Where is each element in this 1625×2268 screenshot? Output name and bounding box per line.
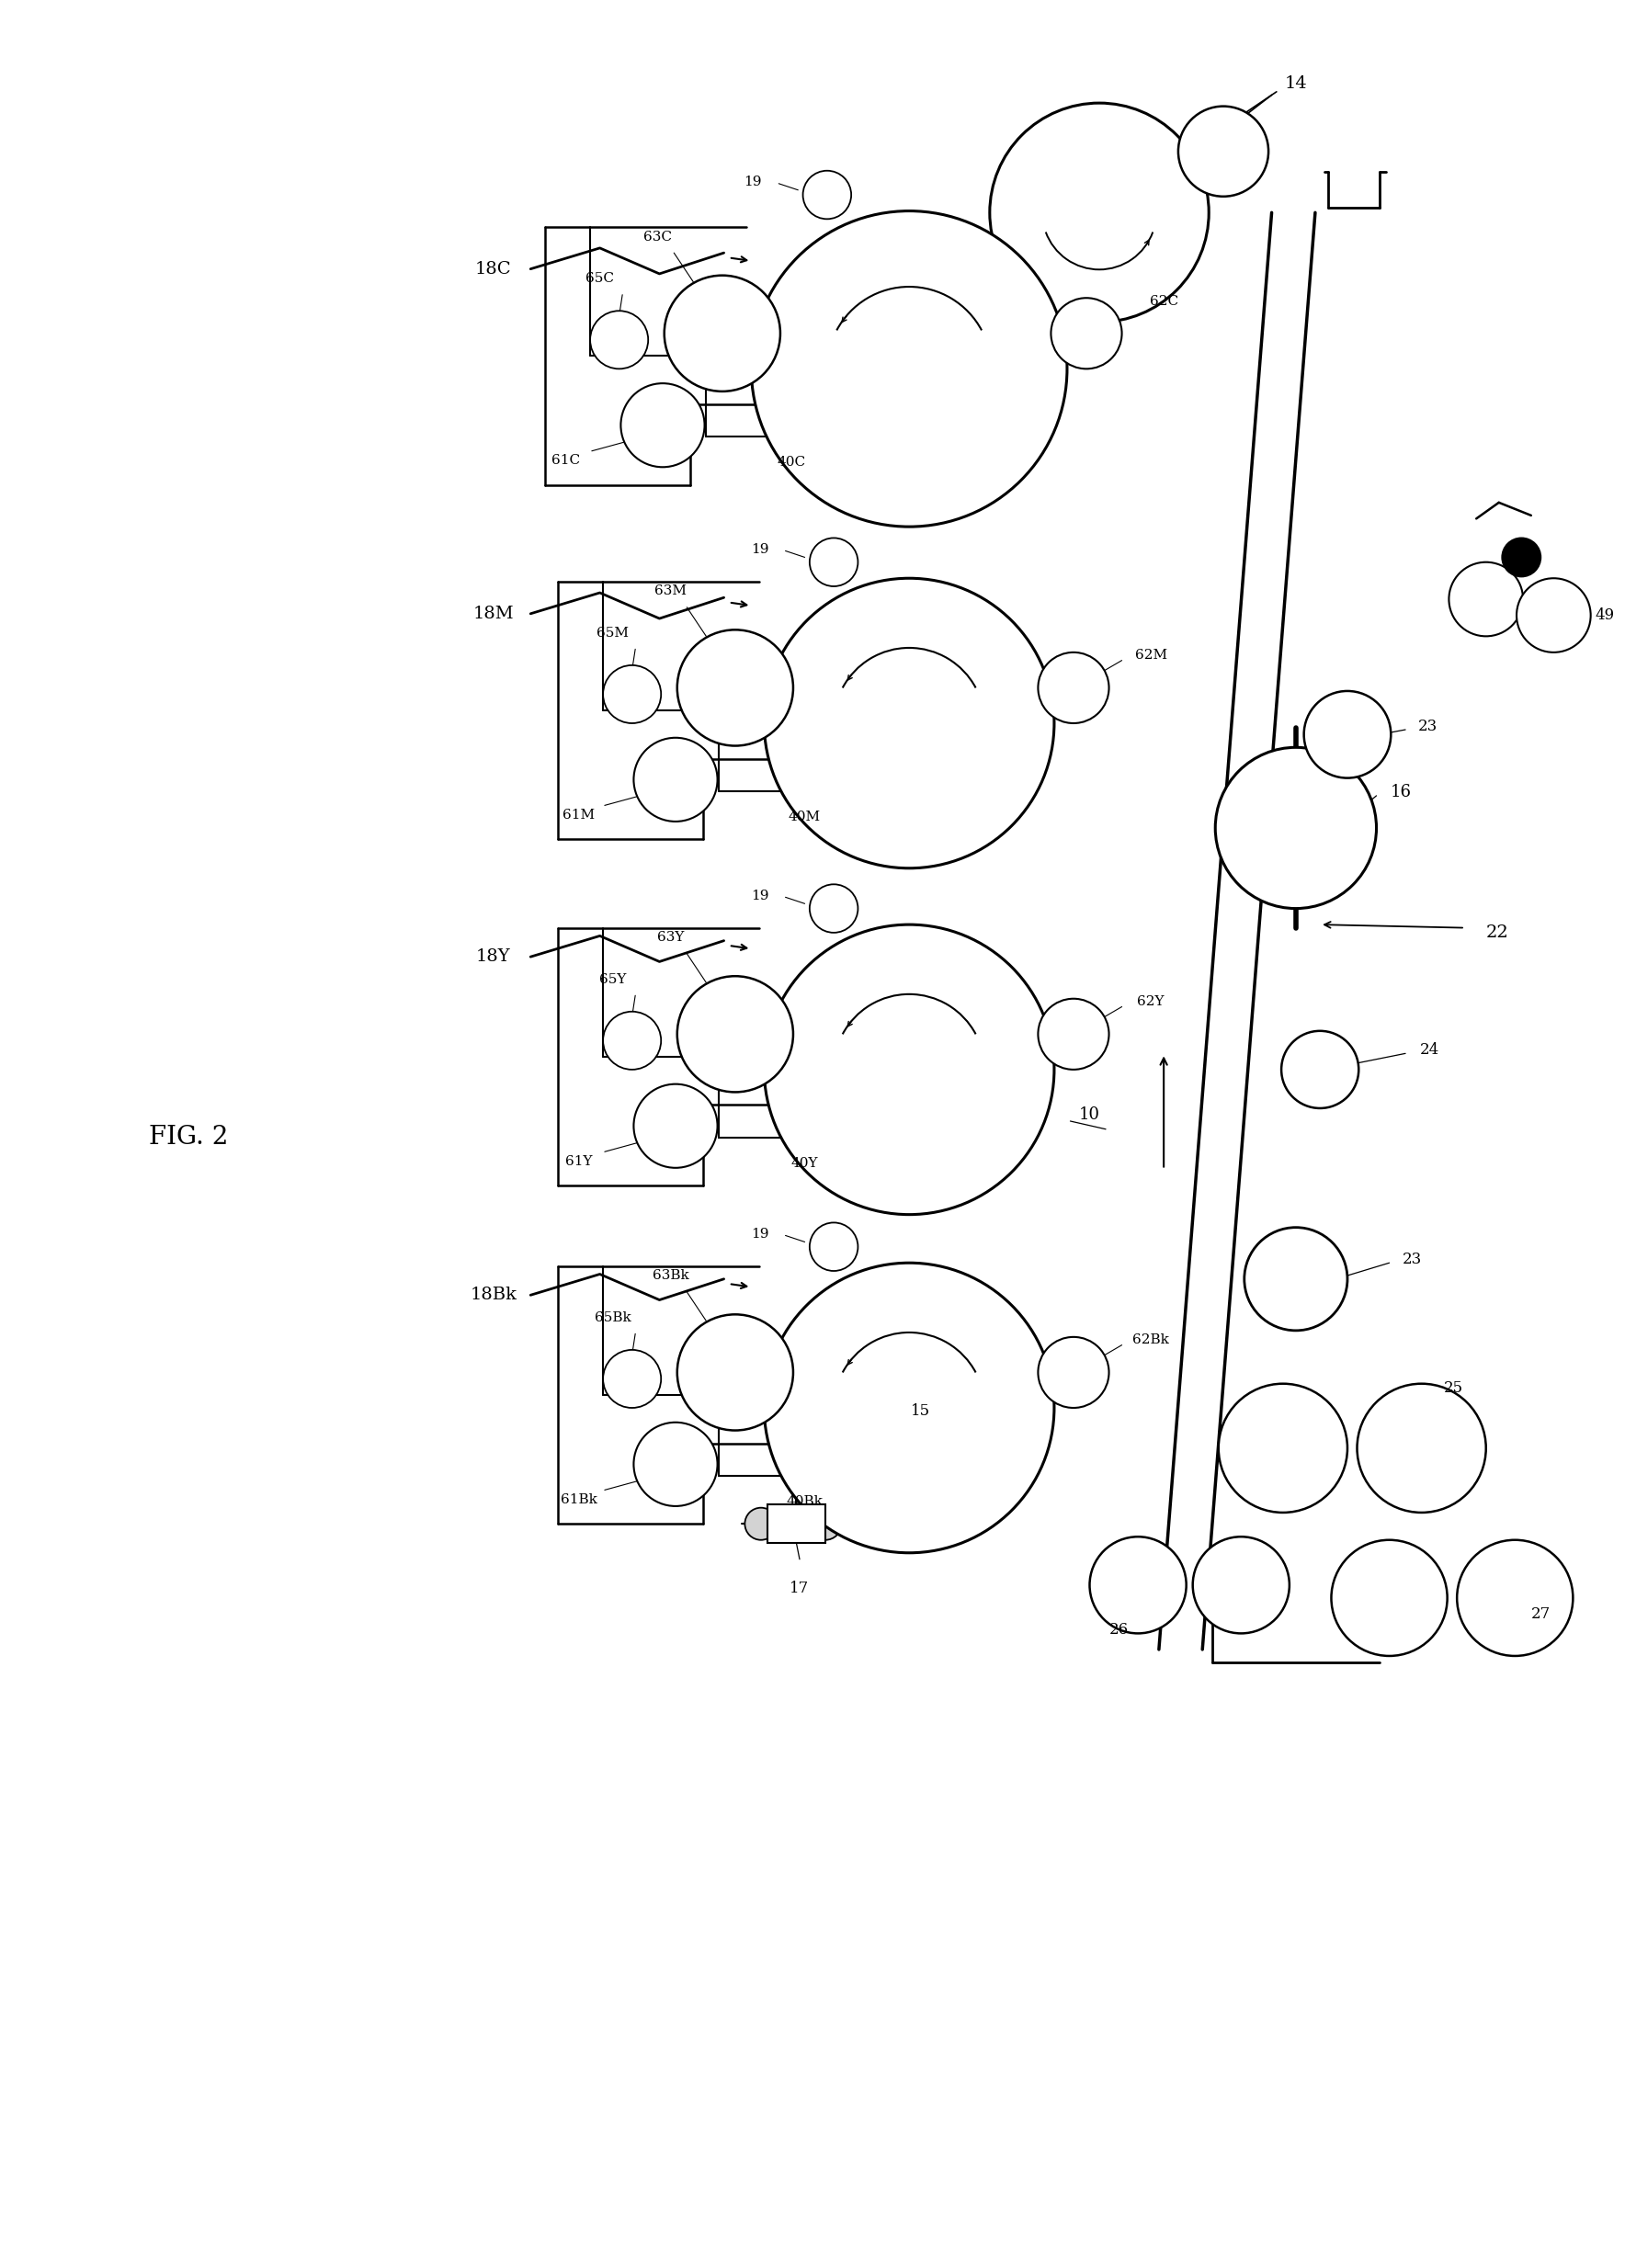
Circle shape [1051, 297, 1121, 370]
Text: 65Y: 65Y [600, 973, 626, 987]
Text: 19: 19 [751, 889, 769, 903]
Text: 62Y: 62Y [1137, 996, 1165, 1009]
Circle shape [1450, 562, 1523, 637]
Circle shape [764, 578, 1055, 869]
Circle shape [926, 1377, 1037, 1488]
Circle shape [603, 1349, 661, 1408]
Circle shape [1215, 748, 1376, 909]
Circle shape [590, 311, 648, 370]
Text: 40Y: 40Y [791, 1157, 817, 1170]
Bar [767, 1504, 826, 1542]
Circle shape [809, 1222, 858, 1270]
Circle shape [1357, 1383, 1485, 1513]
Text: 18M: 18M [473, 606, 514, 621]
Circle shape [809, 1508, 842, 1540]
Text: 23: 23 [1419, 719, 1438, 735]
Text: 25: 25 [1445, 1381, 1464, 1397]
Text: 19: 19 [744, 175, 762, 188]
Text: 62Bk: 62Bk [1133, 1334, 1168, 1347]
Text: 62M: 62M [1134, 649, 1167, 662]
Circle shape [764, 1263, 1055, 1554]
Circle shape [1178, 107, 1269, 197]
Text: 63C: 63C [644, 231, 673, 243]
Text: 24: 24 [1420, 1043, 1440, 1059]
Circle shape [603, 665, 661, 723]
Circle shape [634, 1084, 718, 1168]
Text: 27: 27 [1531, 1606, 1550, 1622]
Circle shape [993, 1343, 1045, 1395]
Circle shape [1245, 1227, 1347, 1331]
Text: 49: 49 [1596, 608, 1615, 624]
Text: 19: 19 [751, 1227, 769, 1241]
Text: 17: 17 [790, 1581, 809, 1597]
Circle shape [621, 383, 705, 467]
Text: 10: 10 [1079, 1107, 1100, 1123]
Text: 26: 26 [1108, 1622, 1128, 1637]
Text: 22: 22 [1485, 925, 1508, 941]
Circle shape [1303, 692, 1391, 778]
Text: 15: 15 [910, 1404, 929, 1420]
Circle shape [1038, 653, 1108, 723]
Circle shape [1282, 1032, 1358, 1109]
Text: 61Y: 61Y [566, 1154, 593, 1168]
Circle shape [1090, 1538, 1186, 1633]
Circle shape [678, 975, 793, 1093]
Circle shape [809, 885, 858, 932]
Circle shape [1516, 578, 1591, 653]
Text: 23: 23 [1402, 1252, 1422, 1268]
Circle shape [936, 1347, 988, 1397]
Circle shape [764, 925, 1055, 1216]
Text: 18C: 18C [474, 261, 512, 277]
Text: 65M: 65M [596, 626, 629, 640]
Circle shape [1502, 538, 1540, 576]
Text: 16: 16 [1389, 785, 1410, 801]
Circle shape [1458, 1540, 1573, 1656]
Circle shape [1331, 1540, 1448, 1656]
Text: 61Bk: 61Bk [561, 1492, 598, 1506]
Text: 65Bk: 65Bk [595, 1311, 630, 1325]
Text: 65C: 65C [585, 272, 614, 286]
Text: 14: 14 [1284, 75, 1306, 93]
Text: 61C: 61C [552, 454, 580, 467]
Circle shape [780, 1510, 806, 1538]
Circle shape [634, 1422, 718, 1506]
Text: FIG. 2: FIG. 2 [150, 1125, 228, 1150]
Text: 18Bk: 18Bk [470, 1286, 517, 1304]
Circle shape [809, 538, 858, 587]
Text: 63M: 63M [655, 585, 687, 596]
Text: 18Y: 18Y [476, 948, 510, 966]
Circle shape [1219, 1383, 1347, 1513]
Circle shape [634, 737, 718, 821]
Text: 63Bk: 63Bk [653, 1270, 689, 1281]
Text: 63Y: 63Y [656, 932, 684, 943]
Text: 40M: 40M [788, 810, 821, 823]
Circle shape [990, 102, 1209, 322]
Circle shape [1038, 1336, 1108, 1408]
Text: 62C: 62C [1149, 295, 1178, 308]
Circle shape [744, 1508, 777, 1540]
Text: 40Bk: 40Bk [786, 1495, 822, 1508]
Circle shape [678, 631, 793, 746]
Text: 61M: 61M [562, 810, 595, 821]
Circle shape [1038, 998, 1108, 1070]
Circle shape [1193, 1538, 1289, 1633]
Text: 19: 19 [751, 542, 769, 556]
Circle shape [665, 274, 780, 392]
Circle shape [751, 211, 1068, 526]
Circle shape [803, 170, 852, 220]
Circle shape [678, 1315, 793, 1431]
Text: 40C: 40C [777, 456, 806, 469]
Circle shape [603, 1012, 661, 1070]
